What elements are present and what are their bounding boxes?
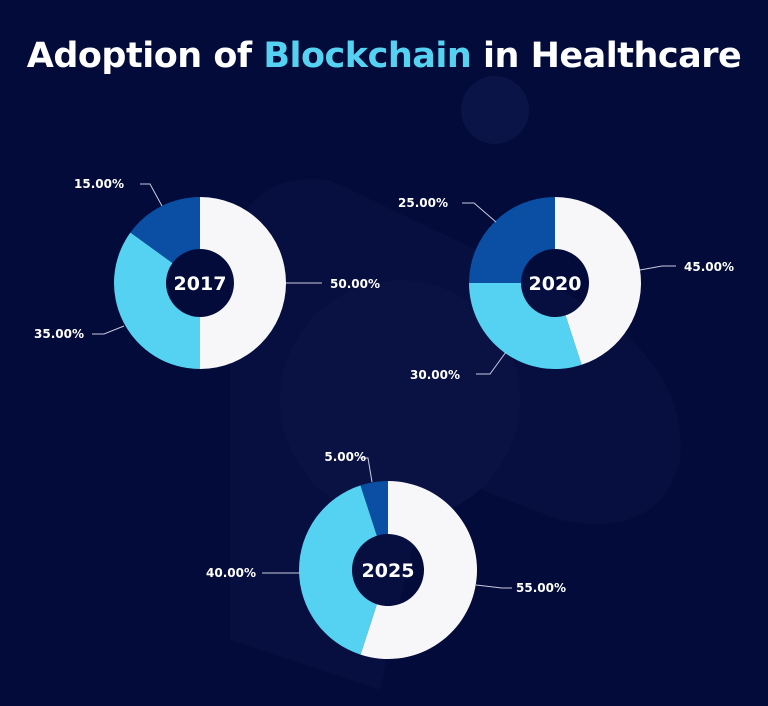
data-label: 15.00%	[74, 177, 124, 191]
data-label: 35.00%	[34, 327, 84, 341]
leader-line	[140, 183, 163, 207]
center-year-label: 2025	[362, 560, 415, 582]
donut-slice	[469, 197, 555, 283]
leader-line	[639, 265, 676, 271]
title-part2: in Healthcare	[471, 36, 742, 76]
data-label: 50.00%	[330, 277, 380, 291]
data-label: 5.00%	[324, 450, 366, 464]
leader-line	[360, 457, 373, 483]
donut-slice	[360, 481, 477, 659]
leader-line	[462, 202, 497, 223]
leader-line	[476, 351, 507, 375]
data-label: 45.00%	[684, 260, 734, 274]
title-highlight: Blockchain	[263, 36, 472, 76]
title-part1: Adoption of	[26, 36, 264, 76]
donut-slice	[469, 283, 582, 369]
donut-chart-2025: 55.00% 40.00% 5.00% 2025	[206, 450, 566, 659]
data-label: 30.00%	[410, 368, 460, 382]
donut-slice	[130, 197, 200, 264]
donut-chart-2017: 50.00% 35.00% 15.00% 2017	[34, 177, 380, 369]
data-label: 55.00%	[516, 581, 566, 595]
center-year-label: 2017	[174, 273, 227, 295]
data-label: 40.00%	[206, 566, 256, 580]
donut-slice	[298, 485, 377, 655]
center-year-label: 2020	[529, 273, 582, 295]
leader-line	[92, 325, 125, 335]
donut-slice	[114, 232, 200, 369]
donut-slice	[360, 481, 388, 536]
chart-title: Adoption of Blockchain in Healthcare	[0, 36, 768, 76]
donut-slice	[200, 197, 286, 369]
leader-line	[475, 584, 512, 589]
data-label: 25.00%	[398, 196, 448, 210]
donut-slice	[555, 197, 641, 365]
donut-chart-2020: 45.00% 30.00% 25.00% 2020	[398, 196, 734, 382]
